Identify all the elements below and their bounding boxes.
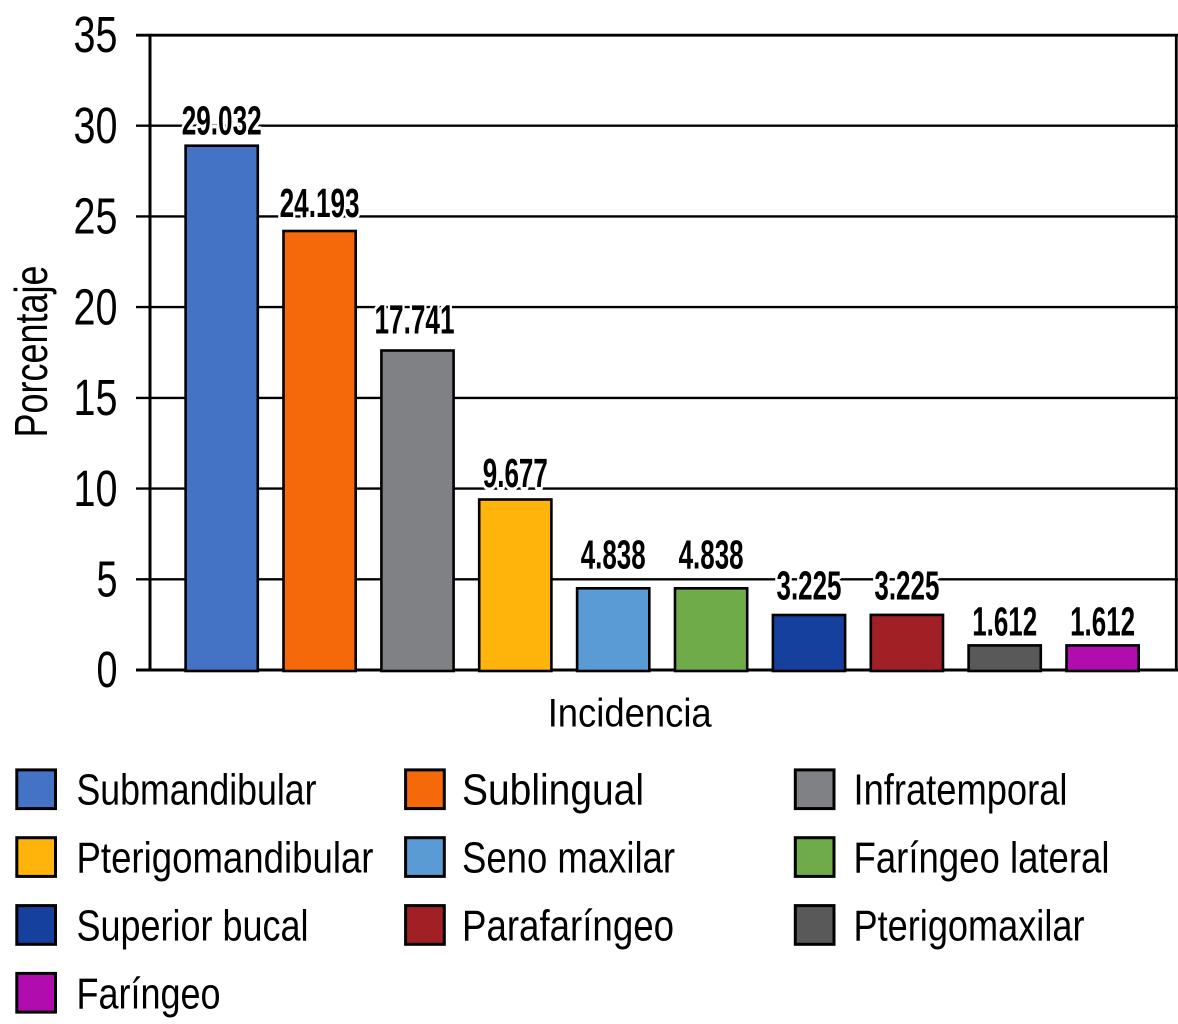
svg-text:Incidencia: Incidencia bbox=[548, 692, 713, 736]
svg-text:Porcentaje: Porcentaje bbox=[5, 266, 57, 438]
svg-text:Seno maxilar: Seno maxilar bbox=[462, 834, 675, 883]
svg-text:10: 10 bbox=[74, 460, 118, 517]
svg-text:35: 35 bbox=[74, 6, 118, 63]
svg-text:Parafaríngeo: Parafaríngeo bbox=[462, 902, 674, 951]
svg-text:3.225: 3.225 bbox=[777, 563, 842, 609]
svg-text:Infratemporal: Infratemporal bbox=[854, 766, 1068, 815]
svg-text:Sublingual: Sublingual bbox=[462, 766, 644, 815]
svg-text:0: 0 bbox=[97, 641, 118, 698]
svg-text:4.838: 4.838 bbox=[679, 532, 744, 578]
svg-text:15: 15 bbox=[74, 369, 118, 426]
svg-text:Faríngeo lateral: Faríngeo lateral bbox=[854, 834, 1110, 883]
svg-text:1.612: 1.612 bbox=[972, 598, 1037, 644]
svg-text:29.032: 29.032 bbox=[182, 98, 262, 144]
svg-text:4.838: 4.838 bbox=[581, 532, 646, 578]
svg-text:9.677: 9.677 bbox=[483, 450, 548, 496]
svg-text:5: 5 bbox=[97, 551, 118, 608]
svg-text:1.612: 1.612 bbox=[1070, 598, 1135, 644]
svg-text:25: 25 bbox=[74, 188, 118, 245]
svg-text:20: 20 bbox=[74, 278, 118, 335]
svg-text:24.193: 24.193 bbox=[280, 180, 360, 226]
svg-text:3.225: 3.225 bbox=[874, 563, 939, 609]
svg-text:30: 30 bbox=[74, 97, 118, 154]
svg-text:Pterigomandibular: Pterigomandibular bbox=[77, 834, 374, 883]
svg-text:17.741: 17.741 bbox=[375, 296, 455, 342]
svg-text:Submandibular: Submandibular bbox=[77, 766, 317, 815]
svg-text:Faríngeo: Faríngeo bbox=[77, 970, 221, 1019]
svg-text:Superior bucal: Superior bucal bbox=[77, 902, 309, 951]
svg-text:Pterigomaxilar: Pterigomaxilar bbox=[854, 902, 1085, 951]
